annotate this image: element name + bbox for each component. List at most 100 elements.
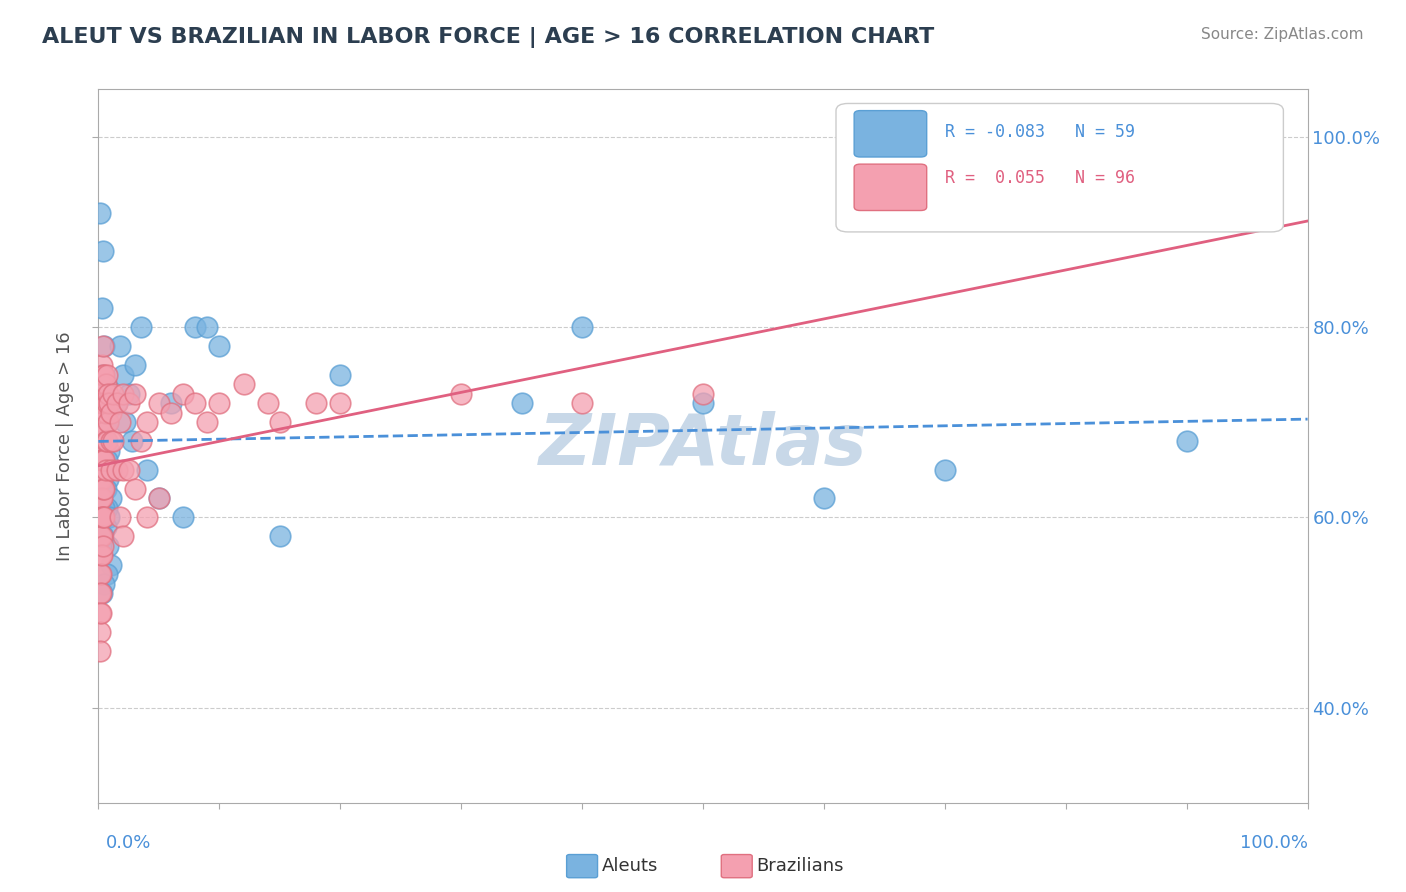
Point <box>111 386 134 401</box>
Point <box>160 406 183 420</box>
Point <box>118 463 141 477</box>
Point <box>195 415 218 429</box>
Point <box>934 463 956 477</box>
Text: ALEUT VS BRAZILIAN IN LABOR FORCE | AGE > 16 CORRELATION CHART: ALEUT VS BRAZILIAN IN LABOR FORCE | AGE … <box>42 27 935 48</box>
Text: R = -0.083   N = 59: R = -0.083 N = 59 <box>945 123 1135 141</box>
Point <box>90 472 112 486</box>
Point <box>89 396 111 410</box>
Point <box>98 510 121 524</box>
Point <box>93 482 115 496</box>
Point <box>91 396 114 410</box>
Point <box>94 434 117 449</box>
Point <box>89 529 111 543</box>
Point <box>90 406 112 420</box>
Point <box>329 396 352 410</box>
Point <box>91 510 114 524</box>
Point <box>100 406 122 420</box>
FancyBboxPatch shape <box>855 164 927 211</box>
Point <box>256 396 278 410</box>
Point <box>97 386 120 401</box>
Point <box>93 396 115 410</box>
Point <box>89 567 111 582</box>
Point <box>91 586 114 600</box>
Point <box>172 386 194 401</box>
Point <box>450 386 472 401</box>
Point <box>89 206 111 220</box>
Point <box>90 453 112 467</box>
Point <box>94 520 117 534</box>
Point <box>91 491 114 506</box>
Point <box>129 320 152 334</box>
Point <box>148 491 170 506</box>
Point <box>91 510 114 524</box>
Point <box>91 529 114 543</box>
Point <box>90 549 112 563</box>
Point <box>89 510 111 524</box>
Point <box>571 396 593 410</box>
Point <box>93 453 115 467</box>
Point <box>91 244 114 258</box>
Point <box>91 453 114 467</box>
Point <box>91 453 114 467</box>
Point <box>90 606 112 620</box>
Point <box>94 434 117 449</box>
Point <box>91 482 114 496</box>
Point <box>90 510 112 524</box>
Point <box>90 586 112 600</box>
Point <box>208 339 231 353</box>
Point <box>91 377 114 392</box>
Point <box>90 491 112 506</box>
Point <box>91 434 114 449</box>
Point <box>108 339 131 353</box>
Point <box>135 510 157 524</box>
Point <box>89 472 111 486</box>
Point <box>89 586 111 600</box>
Point <box>96 368 118 382</box>
Point <box>101 386 124 401</box>
Point <box>97 472 120 486</box>
Point <box>98 443 121 458</box>
Point <box>91 415 114 429</box>
Point <box>93 577 115 591</box>
Point <box>148 396 170 410</box>
Point <box>90 443 112 458</box>
Point <box>148 491 170 506</box>
Point <box>94 463 117 477</box>
Point <box>93 415 115 429</box>
Point <box>91 529 114 543</box>
Point <box>91 339 114 353</box>
Point <box>1175 434 1198 449</box>
Point <box>124 386 146 401</box>
Point <box>94 377 117 392</box>
Point <box>93 425 115 439</box>
Point <box>93 368 115 382</box>
Point <box>105 396 128 410</box>
Point <box>114 415 136 429</box>
Point <box>101 434 124 449</box>
Point <box>89 624 111 639</box>
Point <box>96 500 118 515</box>
Point <box>91 434 114 449</box>
Point <box>89 415 111 429</box>
Text: Brazilians: Brazilians <box>756 857 844 875</box>
Point <box>108 415 131 429</box>
Point <box>90 567 112 582</box>
FancyBboxPatch shape <box>855 111 927 157</box>
Point <box>118 396 141 410</box>
Point <box>97 415 120 429</box>
Point <box>89 434 111 449</box>
Point <box>91 472 114 486</box>
Point <box>90 377 112 392</box>
Point <box>91 510 114 524</box>
Point <box>160 396 183 410</box>
Point <box>269 415 291 429</box>
Point <box>124 358 146 372</box>
Point <box>135 415 157 429</box>
Text: Source: ZipAtlas.com: Source: ZipAtlas.com <box>1201 27 1364 42</box>
Point <box>90 396 112 410</box>
Point <box>571 320 593 334</box>
Point <box>93 510 115 524</box>
Text: 0.0%: 0.0% <box>105 834 150 852</box>
Point <box>135 463 157 477</box>
Point <box>93 463 115 477</box>
